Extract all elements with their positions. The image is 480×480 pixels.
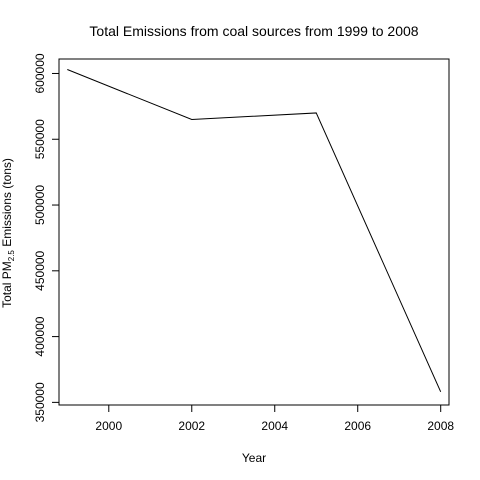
x-axis-label: Year (242, 451, 266, 465)
y-axis-label-subscript: 2.5 (7, 250, 16, 262)
x-tick-label: 2000 (95, 419, 122, 433)
y-axis-label: Total PM2.5 Emissions (tons) (0, 158, 16, 308)
x-axis: 2000 2002 2004 2006 2008 (95, 404, 454, 433)
x-tick-label: 2006 (344, 419, 371, 433)
y-tick-label: 550000 (33, 119, 47, 159)
x-tick-label: 2002 (178, 419, 205, 433)
y-tick-label: 400000 (33, 316, 47, 356)
y-tick-label: 450000 (33, 250, 47, 290)
plot-frame (58, 58, 450, 406)
y-axis-label-suffix: Emissions (tons) (0, 158, 14, 250)
x-tick-label: 2008 (427, 419, 454, 433)
y-tick-label: 500000 (33, 185, 47, 225)
y-axis-label-prefix: Total PM (0, 261, 14, 308)
x-tick-label: 2004 (261, 419, 288, 433)
series-line (67, 69, 442, 393)
y-tick-label: 600000 (33, 53, 47, 93)
y-axis: 350000 400000 450000 500000 550000 600000 (33, 53, 60, 422)
chart-title: Total Emissions from coal sources from 1… (89, 23, 418, 39)
series-group (67, 69, 442, 393)
y-tick-label: 350000 (33, 382, 47, 422)
